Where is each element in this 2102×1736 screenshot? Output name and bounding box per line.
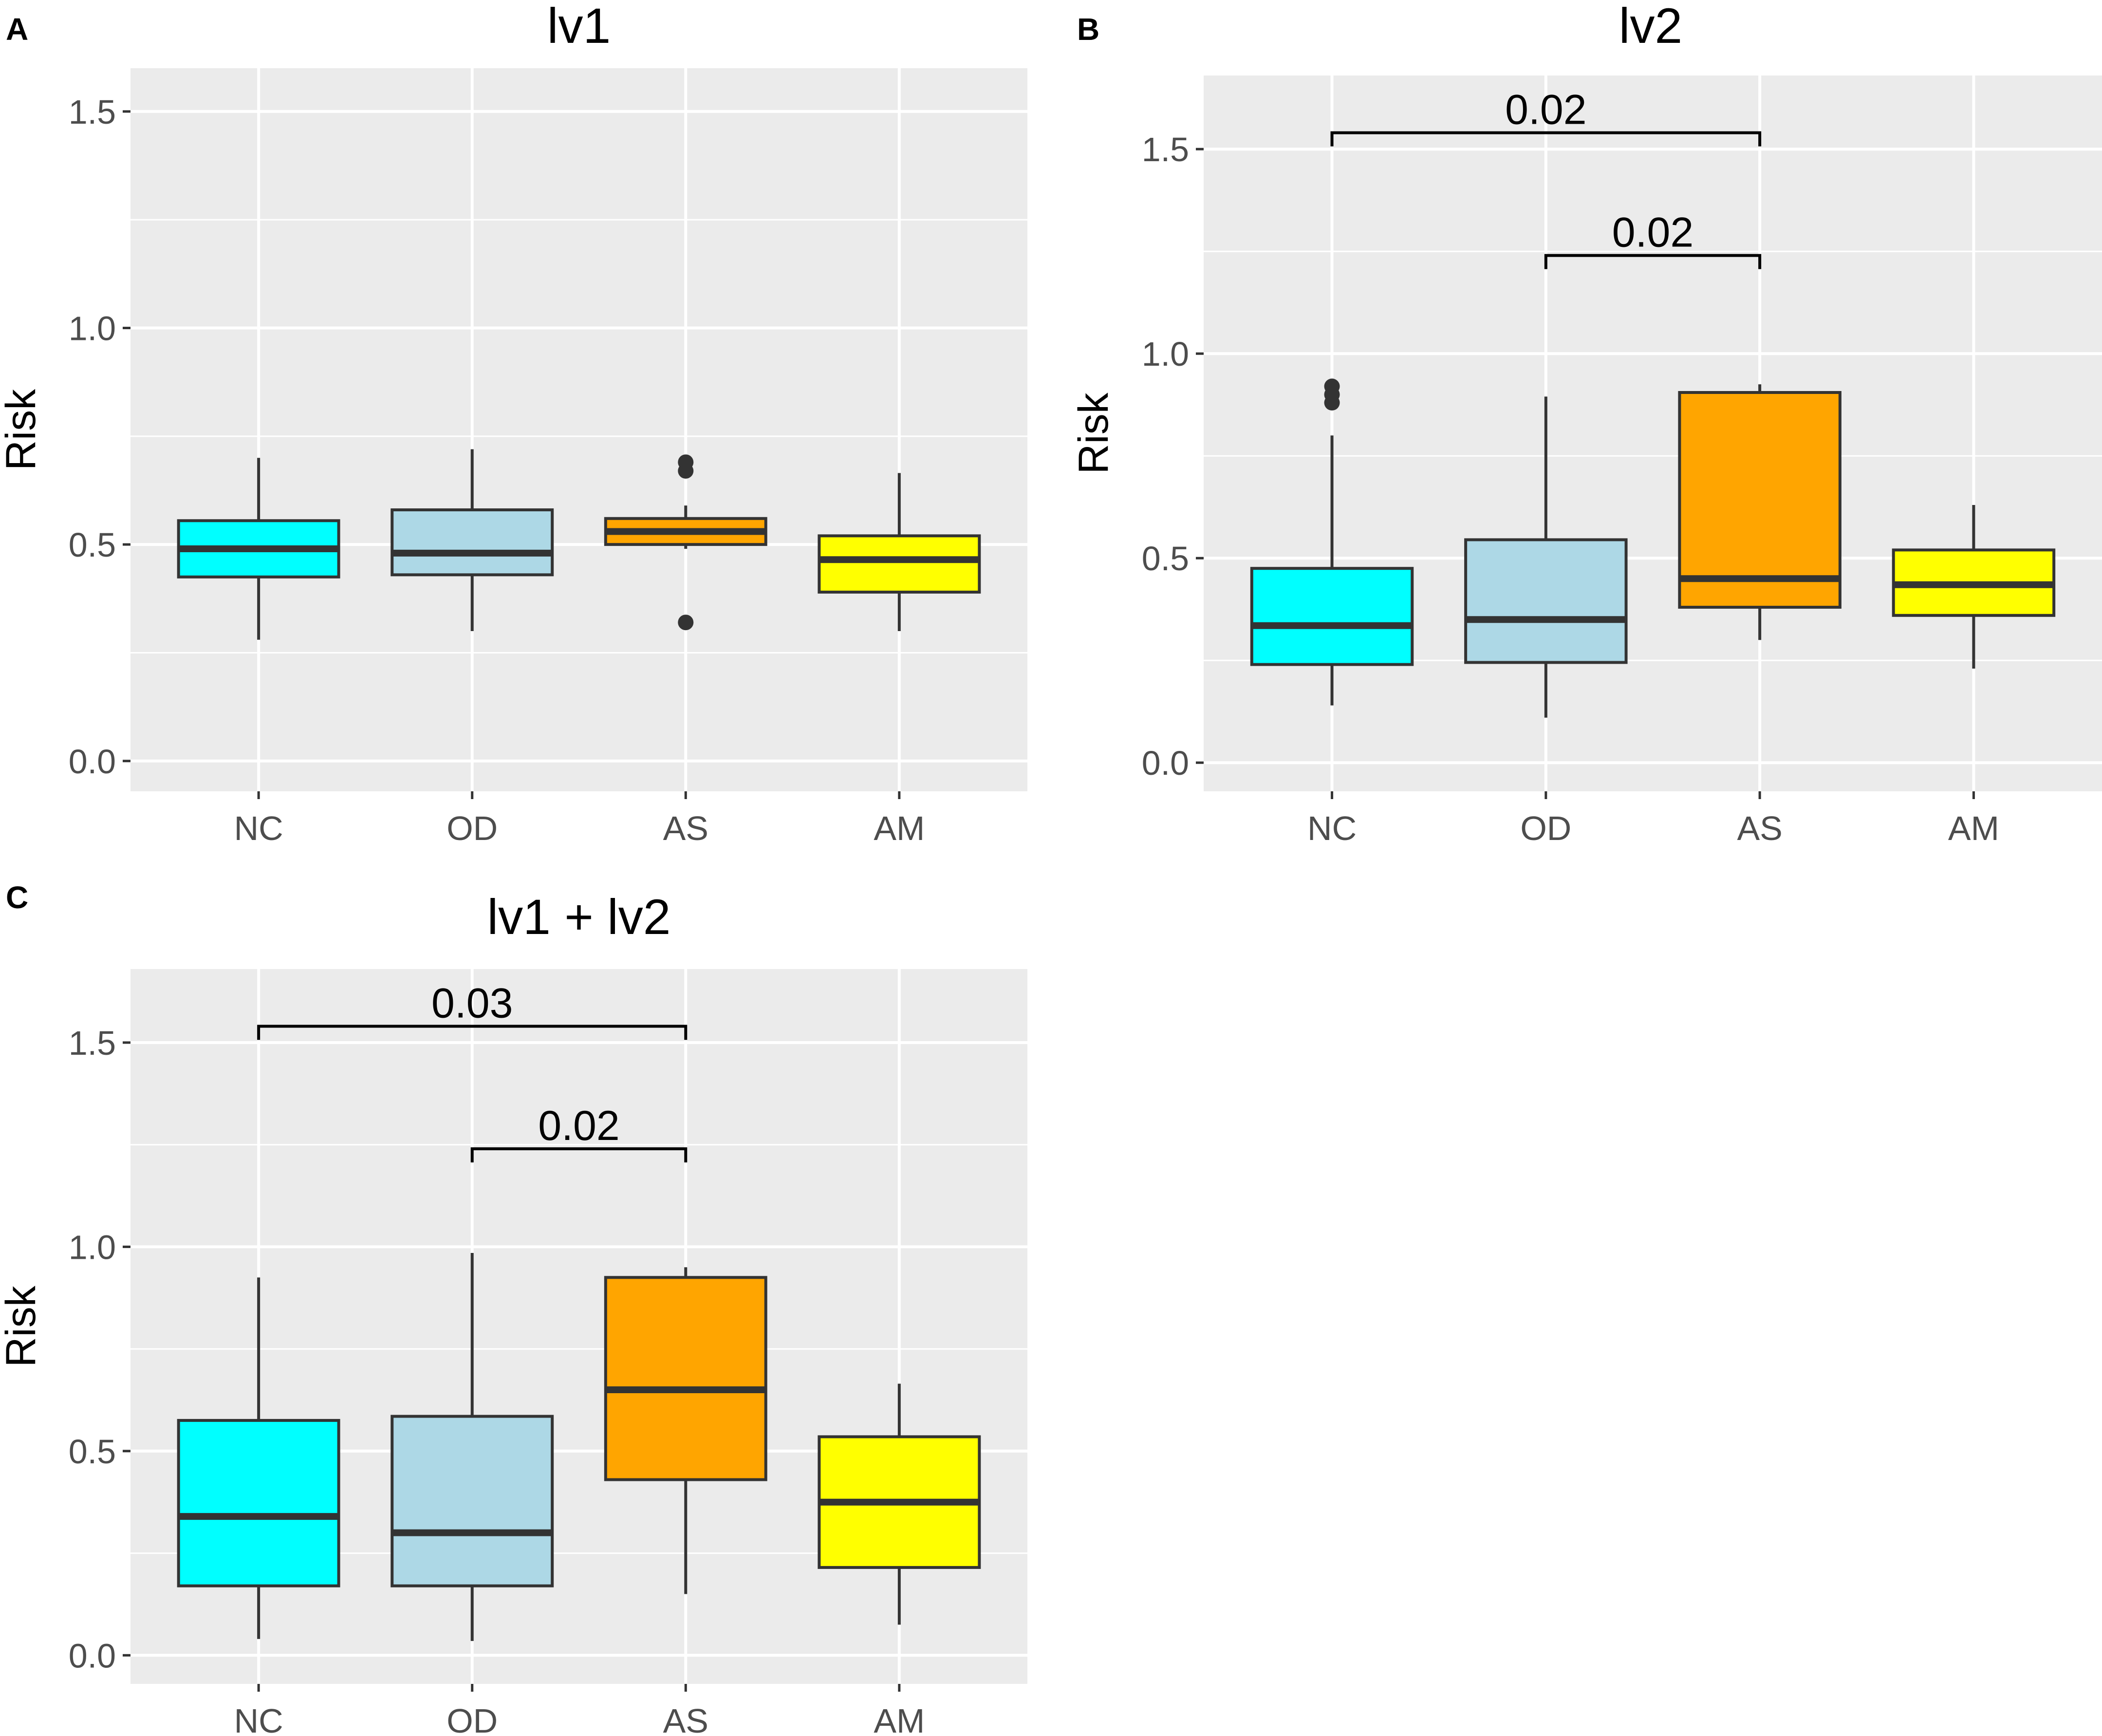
box-nc: [1250, 378, 1414, 706]
plot-background: [1204, 75, 2102, 791]
x-tick-label-am: AM: [1948, 809, 1999, 847]
panel-letter: A: [6, 12, 28, 47]
p-value-label: 0.03: [431, 980, 513, 1027]
significance-bracket: [470, 1147, 688, 1163]
chart-title: lv1 + lv2: [487, 889, 670, 945]
panel-a: 0.0 0.5 1.0 1.5 NC OD AS AM lv1 A Risk: [0, 0, 1027, 847]
outlier-point: [1324, 378, 1340, 394]
p-value-label: 0.02: [1505, 87, 1586, 133]
y-tick-label: 0.0: [69, 743, 116, 781]
box-body: [1678, 391, 1842, 609]
comparison-nc-as: 0.03: [257, 980, 688, 1040]
x-tick-label-nc: NC: [234, 809, 283, 847]
chart-title: lv2: [1619, 0, 1682, 54]
y-tick-label: 0.5: [69, 526, 116, 564]
comparison-nc-as: 0.02: [1330, 87, 1762, 147]
comparison-od-as: 0.02: [1544, 209, 1762, 269]
x-tick-label-am: AM: [874, 809, 925, 847]
x-tick-label-as: AS: [663, 1702, 708, 1736]
box-body: [177, 1419, 340, 1587]
y-tick-label: 1.0: [1142, 335, 1189, 373]
box-am: [1892, 505, 2056, 669]
box-body: [1464, 538, 1628, 664]
plot-background: [130, 68, 1027, 791]
x-tick-label-am: AM: [874, 1702, 925, 1736]
significance-bracket: [1330, 131, 1762, 147]
y-tick-label: 1.0: [69, 310, 116, 348]
p-value-label: 0.02: [538, 1102, 619, 1149]
chart-title: lv1: [547, 0, 611, 54]
y-tick-label: 1.0: [69, 1228, 116, 1266]
x-tick-label-as: AS: [1737, 809, 1782, 847]
x-tick-label-od: OD: [446, 809, 498, 847]
box-body: [391, 508, 554, 577]
outlier-point: [678, 454, 694, 470]
box-nc: [177, 1277, 340, 1639]
box-body: [604, 1276, 767, 1481]
panel-c: 0.0 0.5 1.0 1.5 NC OD AS AM 0.03 0.02 lv1 + lv2 C Ri…: [0, 880, 1027, 1736]
box-as: [604, 1267, 767, 1594]
panel-letter: B: [1077, 12, 1099, 47]
outlier-point: [678, 615, 694, 631]
x-tick-label-od: OD: [1520, 809, 1571, 847]
y-tick-label: 0.5: [1142, 540, 1189, 578]
box-body: [391, 1415, 554, 1587]
x-tick-label-nc: NC: [234, 1702, 283, 1736]
box-od: [1464, 396, 1628, 718]
box-am: [818, 1383, 981, 1625]
comparison-od-as: 0.02: [470, 1102, 688, 1163]
box-am: [818, 473, 981, 631]
significance-bracket: [257, 1025, 688, 1040]
box-od: [391, 1253, 554, 1641]
y-tick-label: 1.5: [69, 1024, 116, 1062]
panel-b: 0.0 0.5 1.0 1.5 NC OD AS AM 0.02 0.02 lv2 B Risk: [1070, 0, 2102, 847]
y-tick-label: 0.5: [69, 1433, 116, 1471]
box-nc: [177, 458, 340, 640]
panel-letter: C: [6, 880, 28, 915]
y-axis-label: Risk: [0, 1285, 44, 1367]
y-tick-label: 0.0: [69, 1637, 116, 1675]
box-as: [604, 454, 767, 631]
box-body: [1250, 567, 1414, 666]
significance-bracket: [1544, 254, 1762, 269]
y-tick-label: 1.5: [1142, 131, 1189, 168]
box-as: [1678, 384, 1842, 640]
x-tick-label-as: AS: [663, 809, 708, 847]
p-value-label: 0.02: [1612, 209, 1693, 256]
y-axis-label: Risk: [0, 389, 44, 470]
y-tick-label: 1.5: [69, 93, 116, 131]
y-axis-label: Risk: [1070, 392, 1117, 474]
x-tick-label-od: OD: [446, 1702, 498, 1736]
x-tick-label-nc: NC: [1307, 809, 1357, 847]
box-od: [391, 449, 554, 631]
box-body: [818, 534, 981, 594]
y-tick-label: 0.0: [1142, 744, 1189, 782]
